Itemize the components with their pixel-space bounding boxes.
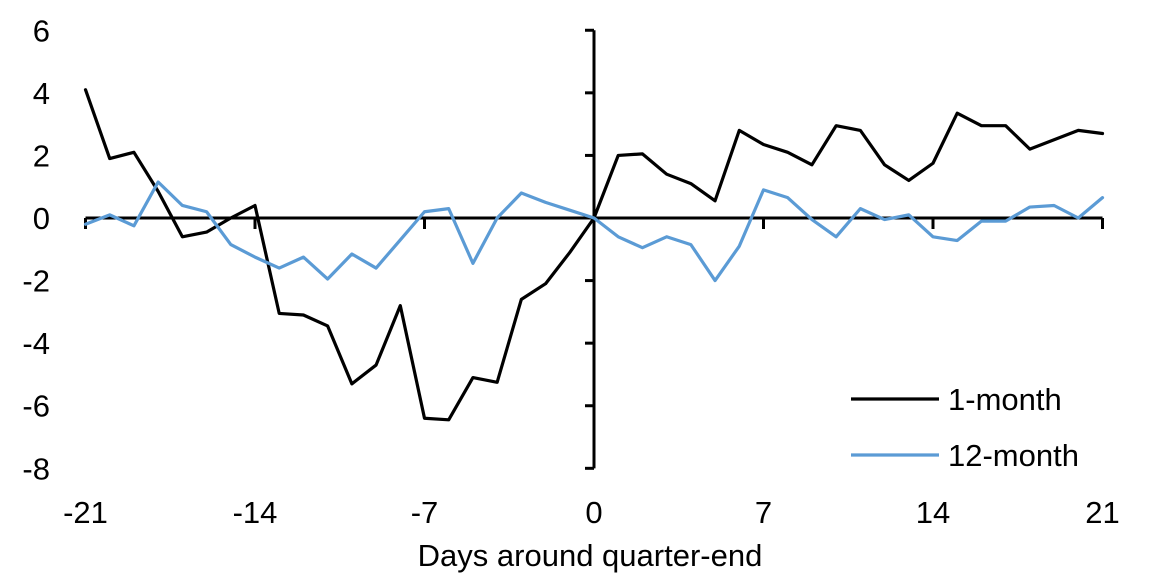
y-tick-label: 2 [33, 138, 50, 173]
legend-item-12-month: 12-month [851, 438, 1079, 473]
y-tick-label: -8 [22, 451, 50, 486]
x-tick-label: -7 [411, 495, 439, 530]
x-tick-label: -14 [233, 495, 278, 530]
y-tick-label: 4 [33, 76, 50, 111]
y-tick-label: -2 [22, 264, 50, 299]
y-tick-label: -6 [22, 389, 50, 424]
legend-label-12-month: 12-month [948, 438, 1079, 473]
y-tick-label: 6 [33, 13, 50, 48]
x-tick-label: 21 [1085, 495, 1119, 530]
legend-label-1-month: 1-month [948, 382, 1062, 417]
x-axis-title: Days around quarter-end [418, 538, 763, 573]
x-tick-label: 7 [755, 495, 772, 530]
plot-area: -21 -14 -7 0 7 14 21 6 4 2 0 -2 -4 -6 -8 [22, 13, 1119, 530]
series-line-12-month [83, 180, 1105, 283]
y-tick-label: -4 [22, 326, 50, 361]
legend: 1-month 12-month [851, 382, 1079, 473]
x-tick-label: -21 [63, 495, 108, 530]
x-tick-label: 14 [916, 495, 950, 530]
x-tick-label: 0 [585, 495, 602, 530]
legend-item-1-month: 1-month [851, 382, 1062, 417]
y-tick-label: 0 [33, 201, 50, 236]
